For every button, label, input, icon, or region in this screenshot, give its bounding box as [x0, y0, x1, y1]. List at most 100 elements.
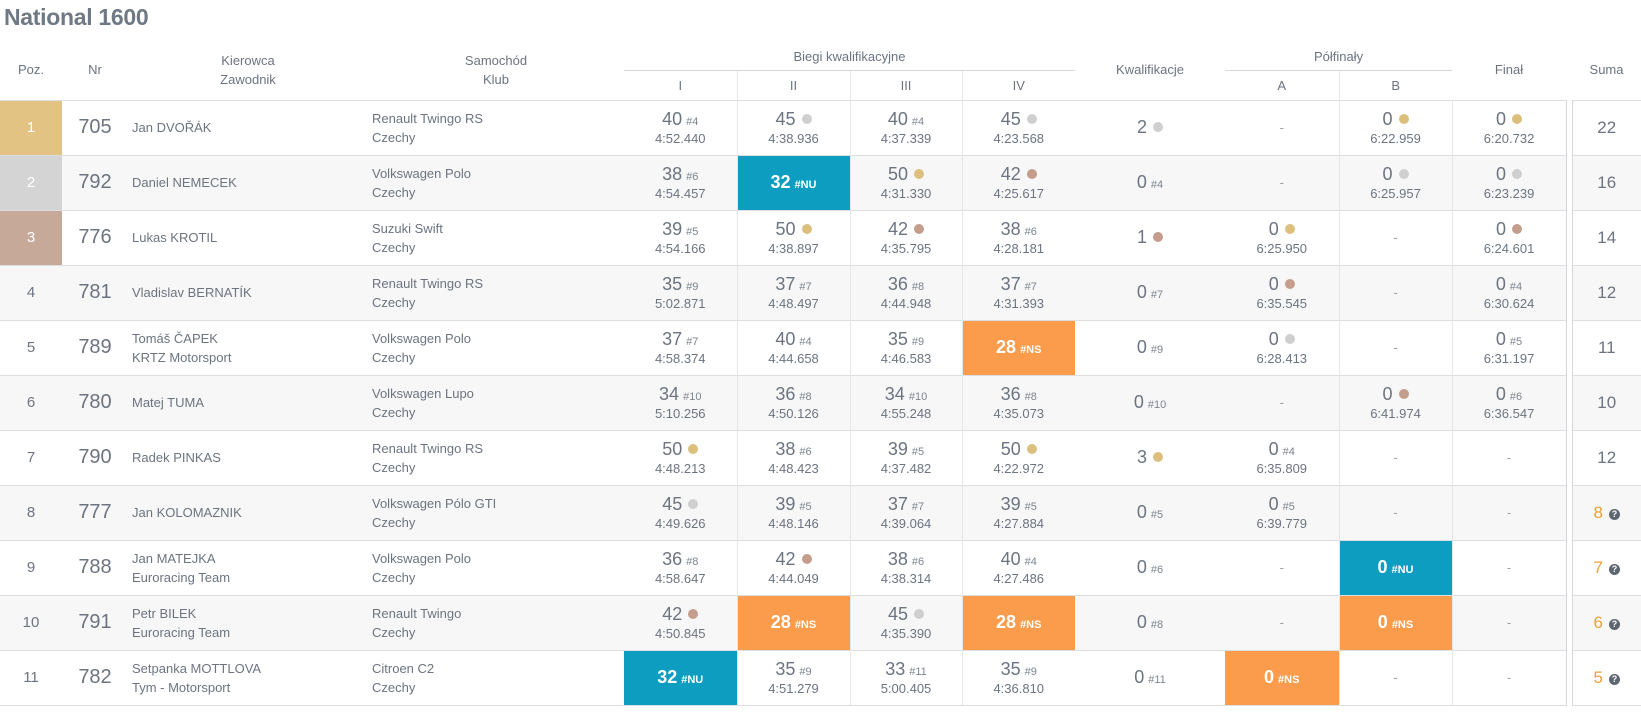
- table-row[interactable]: 4 781 Vladislav BERNATÍK Renault Twingo RS C…: [0, 264, 1641, 320]
- help-icon[interactable]: ?: [1609, 563, 1620, 575]
- club-country: Czechy: [372, 514, 416, 530]
- points: 0: [1382, 164, 1393, 184]
- lap-time: 6:20.732: [1483, 131, 1535, 146]
- silver-medal-icon: [914, 609, 925, 619]
- sum-value: 6: [1593, 612, 1603, 632]
- empty-dash: -: [1279, 559, 1284, 575]
- header-semi-b: B: [1338, 69, 1453, 100]
- header-sum: Suma: [1589, 62, 1624, 78]
- sum-cell: 14: [1572, 209, 1641, 265]
- car-model: Renault Twingo RS: [372, 440, 484, 456]
- points: 42: [887, 219, 909, 239]
- position-cell: 10: [0, 594, 62, 650]
- semi-result-a: 0 6:28.413: [1225, 319, 1339, 375]
- sum-cell: 16: [1572, 154, 1641, 210]
- car-cell: Volkswagen Lupo Czechy: [368, 374, 624, 430]
- place-tag: #4: [1024, 556, 1037, 568]
- place-tag: #11: [1148, 674, 1166, 686]
- gold-medal-icon: [1398, 114, 1409, 124]
- place-tag: #9: [1150, 344, 1164, 356]
- points: 36: [1000, 384, 1021, 404]
- lap-time: 4:31.393: [993, 296, 1045, 311]
- heat-result-4: 28 #NS: [961, 319, 1075, 375]
- bronze-medal-icon: [914, 224, 925, 234]
- table-row[interactable]: 9 788 Jan MATEJKA Euroracing Team Volkswagen…: [0, 539, 1641, 595]
- gold-medal-icon: [1153, 452, 1163, 462]
- gold-medal-icon: [914, 169, 925, 179]
- help-icon[interactable]: ?: [1609, 508, 1620, 520]
- header-semi-a: A: [1225, 69, 1339, 100]
- lap-time: 4:38.936: [768, 131, 819, 146]
- lap-time: 4:44.049: [768, 571, 819, 586]
- place-tag: #8: [1024, 391, 1037, 403]
- header-qual: Kwalifikacje: [1116, 62, 1184, 78]
- gold-medal-icon: [688, 444, 699, 454]
- place-tag: #4: [1150, 179, 1164, 191]
- bronze-medal-icon: [801, 554, 812, 564]
- points: 39: [775, 494, 796, 514]
- final-result: -: [1451, 649, 1567, 706]
- table-row[interactable]: 7 790 Radek PINKAS Renault Twingo RS Czechy 5…: [0, 429, 1641, 485]
- place-tag: #7: [799, 281, 812, 293]
- final-result: 0 6:24.601: [1451, 209, 1567, 265]
- lap-time: 6:28.413: [1256, 351, 1308, 366]
- page-title: National 1600: [4, 4, 149, 30]
- table-row[interactable]: 10 791 Petr BILEK Euroracing Team Renault Tw…: [0, 594, 1641, 650]
- table-row[interactable]: 5 789 Tomáš ČAPEK KRTZ Motorsport Volkswagen…: [0, 319, 1641, 375]
- heat-result-2: 38 #6 4:48.423: [736, 429, 850, 485]
- lap-time: 4:58.374: [654, 351, 706, 366]
- driver-cell: Petr BILEK Euroracing Team: [128, 594, 368, 650]
- table-row[interactable]: 11 782 Setpanka MOTTLOVA Tym - Motorsport Ci…: [0, 649, 1641, 706]
- club-country: Czechy: [372, 294, 416, 310]
- car-number: 776: [62, 209, 128, 265]
- help-icon[interactable]: ?: [1609, 673, 1620, 685]
- heat-result-4: 50 4:22.972: [961, 429, 1075, 485]
- header-heat-4: IV: [961, 69, 1075, 100]
- semi-result-a: 0 6:25.950: [1225, 209, 1339, 265]
- header-car: Samochód Klub: [464, 52, 528, 87]
- lap-time: 6:22.959: [1370, 131, 1421, 146]
- table-row[interactable]: 8 777 Jan KOLOMAZNIK Volkswagen Pólo GTI Cze…: [0, 484, 1641, 540]
- points: 0: [1268, 274, 1279, 294]
- car-model: Volkswagen Pólo GTI: [372, 495, 497, 511]
- heat-result-1: 34 #10 5:10.256: [624, 374, 737, 430]
- place-tag: #NU: [681, 674, 704, 686]
- sum-cell: 10: [1572, 374, 1641, 430]
- car-cell: Volkswagen Pólo GTI Czechy: [368, 484, 624, 540]
- qualification-result: 2: [1075, 99, 1225, 155]
- heat-result-2: 40 #4 4:44.658: [736, 319, 850, 375]
- car-model: Volkswagen Lupo: [372, 385, 474, 401]
- table-row[interactable]: 1 705 Jan DVOŘÁK Renault Twingo RS Czechy 40 #…: [0, 99, 1641, 155]
- points: 34: [884, 384, 905, 404]
- car-cell: Volkswagen Polo Czechy: [368, 319, 624, 375]
- help-icon[interactable]: ?: [1609, 618, 1620, 630]
- points: 0: [1495, 274, 1506, 294]
- empty-dash: -: [1506, 559, 1512, 575]
- qualification-result: 1: [1075, 209, 1225, 265]
- header-pos: Poz.: [17, 62, 44, 78]
- lap-time: 4:38.897: [768, 241, 819, 256]
- table-row[interactable]: 3 776 Lukas KROTIL Suzuki Swift Czechy 39 #5 4:…: [0, 209, 1641, 265]
- points: 42: [1000, 164, 1021, 184]
- place-tag: #4: [1509, 281, 1523, 293]
- place-tag: #NS: [1020, 619, 1042, 631]
- table-row[interactable]: 6 780 Matej TUMA Volkswagen Lupo Czechy 34 #10…: [0, 374, 1641, 430]
- car-cell: Suzuki Swift Czechy: [368, 209, 624, 265]
- points: 32: [657, 667, 678, 687]
- table-row[interactable]: 2 792 Daniel NEMECEK Volkswagen Polo Czechy 3…: [0, 154, 1641, 210]
- heat-result-3: 35 #9 4:46.583: [849, 319, 962, 375]
- semi-result-a: -: [1225, 99, 1339, 155]
- silver-medal-icon: [801, 114, 812, 124]
- empty-dash: -: [1506, 669, 1512, 685]
- sum-cell: 22: [1572, 99, 1641, 155]
- heat-result-3: 42 4:35.795: [849, 209, 962, 265]
- driver-cell: Vladislav BERNATÍK: [128, 264, 368, 320]
- place-tag: #11: [909, 666, 927, 678]
- place-tag: #NS: [1391, 619, 1414, 631]
- points: 0: [1136, 337, 1147, 357]
- semi-result-a: 0 #NS: [1225, 649, 1339, 706]
- heat-result-3: 40 #4 4:37.339: [849, 99, 962, 155]
- points: 0: [1495, 329, 1506, 349]
- club-country: Czechy: [372, 624, 416, 640]
- heat-result-4: 45 4:23.568: [961, 99, 1075, 155]
